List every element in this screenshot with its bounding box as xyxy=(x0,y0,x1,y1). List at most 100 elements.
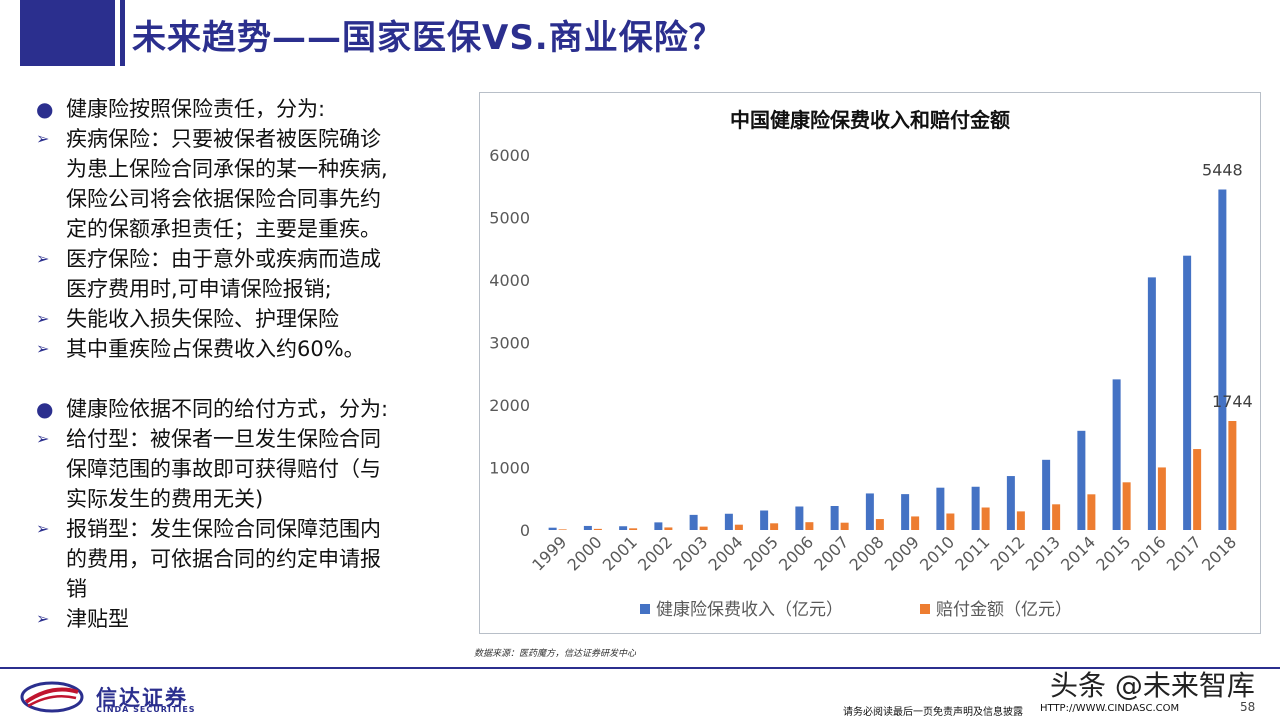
arrow-bullet-icon: ➢ xyxy=(36,429,50,448)
bar-series2 xyxy=(875,519,884,530)
x-tick-label: 1999 xyxy=(528,532,570,574)
bar-series2 xyxy=(1122,482,1131,530)
legend-label: 健康险保费收入（亿元） xyxy=(656,600,843,620)
section1-intro-text: 健康险按照保险责任，分为: xyxy=(66,97,326,121)
left-text-panel: ● 健康险按照保险责任，分为: ➢ 疾病保险：只要被保者被医院确诊 为患上保险合同承… xyxy=(36,94,456,634)
x-tick-label: 2010 xyxy=(916,532,958,574)
text-line: 销 xyxy=(66,577,87,601)
text-line: 给付型：被保者一旦发生保险合同 xyxy=(66,427,381,451)
arrow-bullet-icon: ➢ xyxy=(36,519,50,538)
bar-series2 xyxy=(558,529,567,530)
bar-series1 xyxy=(795,506,804,530)
legend-label: 赔付金额（亿元） xyxy=(936,600,1072,620)
bar-series2 xyxy=(664,527,673,530)
section2-item-text: 津贴型 xyxy=(66,604,129,634)
footer-divider xyxy=(0,667,1280,669)
section2-item: ➢ 报销型：发生保险合同保障范围内 的费用，可依据合同的约定申请报销 xyxy=(36,514,456,604)
x-tick-label: 2013 xyxy=(1022,532,1064,574)
bar-series1 xyxy=(971,486,980,530)
bar-series2 xyxy=(946,513,955,530)
x-tick-label: 2005 xyxy=(740,532,782,574)
section1-item-text: 其中重疾险占保费收入约60%。 xyxy=(66,334,365,364)
text-line: 报销型：发生保险合同保障范围内 xyxy=(66,517,381,541)
data-label: 5448 xyxy=(1202,161,1243,180)
chart-title: 中国健康险保费收入和赔付金额 xyxy=(730,108,1010,132)
x-tick-label: 2014 xyxy=(1057,532,1099,574)
x-tick-label: 2008 xyxy=(845,532,887,574)
cinda-logo-icon xyxy=(20,681,84,713)
x-tick-label: 2012 xyxy=(986,532,1028,574)
bullet-dot-icon: ● xyxy=(36,97,54,121)
bar-series1 xyxy=(865,493,874,530)
page-title: 未来趋势——国家医保VS.商业保险？ xyxy=(132,18,724,58)
text-line: 医疗保险：由于意外或疾病而造成 xyxy=(66,247,381,271)
watermark: 头条 @未来智库 xyxy=(1050,669,1255,702)
bar-series1 xyxy=(654,522,663,530)
x-tick-label: 2009 xyxy=(881,532,923,574)
bar-series2 xyxy=(840,522,849,530)
section1-intro: ● 健康险按照保险责任，分为: xyxy=(36,94,456,124)
y-tick-label: 2000 xyxy=(489,396,530,415)
bar-series2 xyxy=(981,507,990,530)
section2-item: ➢ 给付型：被保者一旦发生保险合同 保障范围的事故即可获得赔付（与 实际发生的费用无关… xyxy=(36,424,456,514)
bar-series1 xyxy=(901,494,910,530)
arrow-bullet-icon: ➢ xyxy=(36,129,50,148)
text-line: 津贴型 xyxy=(66,607,129,631)
text-line: 疾病保险：只要被保者被医院确诊 xyxy=(66,127,381,151)
section2-item-text: 报销型：发生保险合同保障范围内 的费用，可依据合同的约定申请报销 xyxy=(66,514,381,604)
data-label: 1744 xyxy=(1212,392,1253,411)
bar-series2 xyxy=(1087,494,1096,530)
page-number: 58 xyxy=(1240,700,1256,714)
y-tick-label: 0 xyxy=(520,521,530,540)
website-link[interactable]: HTTP://WWW.CINDASC.COM xyxy=(1040,703,1180,714)
section2-item: ➢ 津贴型 xyxy=(36,604,456,634)
section2-intro: ● 健康险依据不同的给付方式，分为: xyxy=(36,394,456,424)
bar-series2 xyxy=(805,522,814,530)
x-tick-label: 2017 xyxy=(1163,532,1205,574)
x-tick-label: 2001 xyxy=(599,532,641,574)
section1-item: ➢ 医疗保险：由于意外或疾病而造成 医疗费用时,可申请保险报销; xyxy=(36,244,456,304)
bar-series1 xyxy=(689,514,698,530)
bar-series1 xyxy=(1147,277,1156,530)
text-line: 失能收入损失保险、护理保险 xyxy=(66,307,339,331)
x-tick-label: 2006 xyxy=(775,532,817,574)
source-note: 数据来源：医药魔方，信达证券研发中心 xyxy=(474,649,637,659)
x-tick-label: 2018 xyxy=(1198,532,1240,574)
bar-series1 xyxy=(1183,255,1192,530)
bar-series1 xyxy=(1077,430,1086,530)
text-line: 定的保额承担责任；主要是重疾。 xyxy=(66,217,381,241)
bar-series1 xyxy=(724,513,733,530)
text-line: 保障范围的事故即可获得赔付（与 xyxy=(66,457,381,481)
bar-series1 xyxy=(1112,379,1121,530)
section2-intro-text: 健康险依据不同的给付方式，分为: xyxy=(66,397,389,421)
bar-series1 xyxy=(1042,459,1051,530)
arrow-bullet-icon: ➢ xyxy=(36,609,50,628)
logo-english: CINDA SECURITIES xyxy=(96,705,196,714)
text-line: 保险公司将会依据保险合同事先约 xyxy=(66,187,381,211)
bar-series2 xyxy=(593,528,602,530)
text-line: 实际发生的费用无关) xyxy=(66,487,264,511)
section2-item-text: 给付型：被保者一旦发生保险合同 保障范围的事故即可获得赔付（与 实际发生的费用无关) xyxy=(66,424,381,514)
arrow-bullet-icon: ➢ xyxy=(36,249,50,268)
legend-swatch xyxy=(640,604,650,614)
bar-series2 xyxy=(1157,467,1166,530)
section1-item: ➢ 失能收入损失保险、护理保险 xyxy=(36,304,456,334)
disclaimer-link[interactable]: 请务必阅读最后一页免责声明及信息披露 xyxy=(843,707,1023,718)
y-tick-label: 1000 xyxy=(489,459,530,478)
y-tick-label: 3000 xyxy=(489,334,530,353)
bar-series2 xyxy=(629,528,638,530)
x-tick-label: 2016 xyxy=(1127,532,1169,574)
section1-item: ➢ 其中重疾险占保费收入约60%。 xyxy=(36,334,456,364)
header-color-block xyxy=(20,0,115,66)
y-tick-label: 5000 xyxy=(489,209,530,228)
bar-series2 xyxy=(770,523,779,530)
legend-swatch xyxy=(920,604,930,614)
section1-item: ➢ 疾病保险：只要被保者被医院确诊 为患上保险合同承保的某一种疾病, 保险公司将会依据… xyxy=(36,124,456,244)
bar-series1 xyxy=(830,506,839,530)
bar-series2 xyxy=(734,524,743,530)
bar-series1 xyxy=(936,487,945,530)
section1-item-text: 失能收入损失保险、护理保险 xyxy=(66,304,339,334)
bar-series2 xyxy=(699,526,708,530)
bar-series1 xyxy=(760,510,769,530)
text-line: 为患上保险合同承保的某一种疾病, xyxy=(66,157,388,181)
